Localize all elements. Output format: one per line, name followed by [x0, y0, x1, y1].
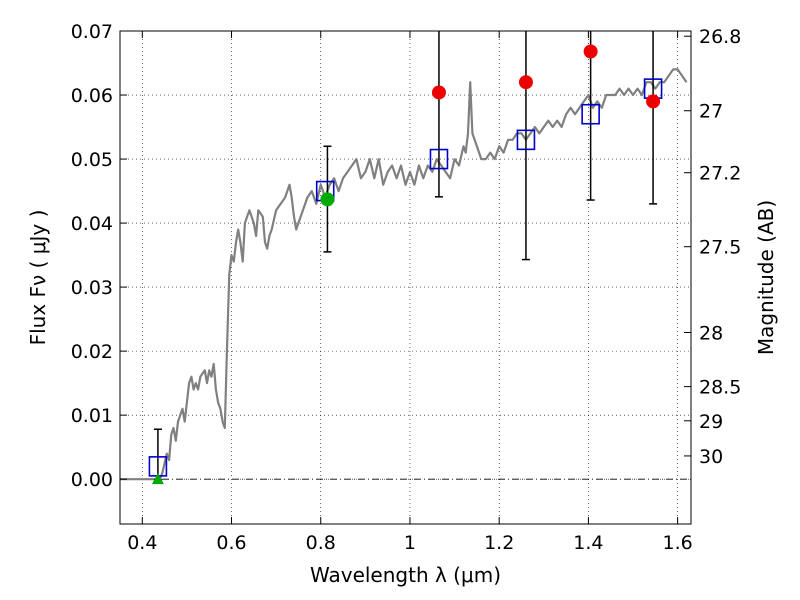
y2-tick-label: 27	[699, 101, 723, 123]
measured-point	[431, 85, 446, 100]
y2-tick-label: 30	[699, 446, 723, 468]
y-tick-label: 0.01	[71, 405, 113, 427]
y-tick-label: 0.04	[71, 213, 113, 235]
measured-point	[646, 94, 661, 109]
y2-tick-label: 26.8	[699, 26, 741, 48]
measured-point	[518, 75, 533, 90]
axis-ticks: 0.4 0.6 0.8 1 1.2 1.4 1.6 0.00 0.01 0.02 0.03 0.04 0…	[71, 21, 742, 554]
y-tick-label: 0.03	[71, 277, 113, 299]
model-point	[429, 148, 449, 170]
y-tick-label: 0.00	[71, 469, 113, 491]
x-axis-title: Wavelength λ (μm)	[310, 563, 501, 587]
x-tick-label: 1	[404, 532, 416, 554]
y2-tick-label: 28	[699, 322, 723, 344]
y2-tick-label: 29	[699, 411, 723, 433]
y2-tick-label: 27.2	[699, 163, 741, 185]
marker-layer	[148, 44, 663, 485]
x-tick-label: 0.8	[306, 532, 336, 554]
y2-tick-label: 28.5	[699, 377, 741, 399]
sed-curve-layer	[120, 68, 688, 481]
measured-point	[583, 44, 598, 59]
sed-model-curve	[120, 68, 688, 481]
x-tick-label: 0.4	[127, 532, 157, 554]
x-tick-label: 1.2	[484, 532, 514, 554]
y2-tick-label: 27.5	[699, 237, 741, 259]
x-tick-label: 0.6	[216, 532, 246, 554]
y-tick-label: 0.07	[71, 21, 113, 43]
y-tick-label: 0.06	[71, 85, 113, 107]
green-point	[320, 192, 335, 207]
x-tick-label: 1.6	[663, 532, 693, 554]
y-tick-label: 0.05	[71, 149, 113, 171]
x-tick-label: 1.4	[573, 532, 603, 554]
plot-frame	[119, 30, 692, 525]
model-point	[581, 103, 600, 125]
y-axis-title: Flux Fν ( μJy )	[26, 210, 50, 346]
y2-axis-title: Magnitude (AB)	[754, 200, 778, 355]
model-point	[516, 129, 536, 151]
y-tick-label: 0.02	[71, 341, 113, 363]
green-triangle-point	[151, 473, 164, 485]
